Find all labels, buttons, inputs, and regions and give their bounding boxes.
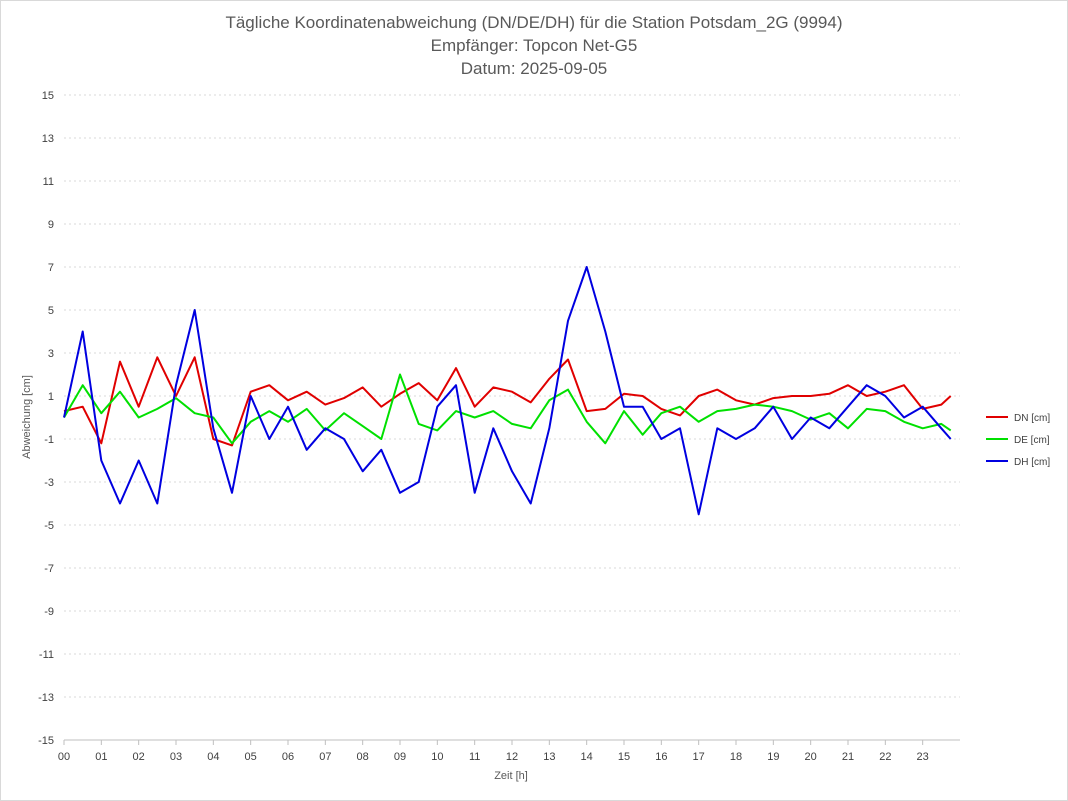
y-tick-label: 7 (48, 262, 54, 274)
x-tick-label: 16 (655, 751, 667, 763)
y-axis-label: Abweichung [cm] (21, 375, 33, 459)
x-tick-label: 01 (95, 751, 107, 763)
y-tick-label: -7 (44, 563, 54, 575)
x-tick-label: 13 (543, 751, 555, 763)
legend-label: DH [cm] (1014, 457, 1050, 468)
chart-title-line-1: Tägliche Koordinatenabweichung (DN/DE/DH… (225, 13, 842, 32)
y-tick-label: -5 (44, 520, 54, 532)
x-tick-label: 06 (282, 751, 294, 763)
x-tick-label: 12 (506, 751, 518, 763)
legend: DN [cm] DE [cm] DH [cm] (986, 413, 1050, 468)
x-tick-label: 02 (133, 751, 145, 763)
series-line-dn (63, 356, 952, 447)
x-tick-label: 23 (917, 751, 929, 763)
x-tick-label: 19 (767, 751, 779, 763)
y-tick-label: -15 (38, 735, 54, 747)
x-tick-label: 20 (805, 751, 817, 763)
x-tick-label: 05 (245, 751, 257, 763)
series-lines (63, 266, 952, 516)
x-tick-label: 07 (319, 751, 331, 763)
x-tick-label: 03 (170, 751, 182, 763)
legend-label: DE [cm] (1014, 435, 1050, 446)
x-tick-label: 08 (357, 751, 369, 763)
x-tick-label: 00 (58, 751, 70, 763)
y-tick-label: -1 (44, 434, 54, 446)
x-tick-label: 11 (469, 751, 480, 763)
chart-title-line-3: Datum: 2025-09-05 (461, 59, 607, 78)
x-tick-label: 21 (842, 751, 854, 763)
x-tick-label: 14 (581, 751, 593, 763)
y-tick-label: -3 (44, 477, 54, 489)
x-axis-label: Zeit [h] (494, 770, 528, 782)
y-tick-label: 5 (48, 305, 54, 317)
legend-label: DN [cm] (1014, 413, 1050, 424)
series-line-de (63, 373, 952, 445)
y-tick-label: 11 (43, 176, 54, 188)
y-axis-ticks: 15 13 11 9 7 5 3 1 -1 -3 -5 -7 -9 -11 -13 -15 (38, 90, 54, 747)
grid (64, 94, 960, 741)
y-tick-label: 13 (42, 133, 54, 145)
y-tick-label: -13 (38, 692, 54, 704)
y-tick-label: 3 (48, 348, 54, 360)
y-tick-label: -11 (39, 649, 54, 661)
x-tick-label: 04 (207, 751, 219, 763)
x-tick-label: 22 (879, 751, 891, 763)
chart-title: Tägliche Koordinatenabweichung (DN/DE/DH… (225, 13, 842, 78)
y-tick-label: -9 (44, 606, 54, 618)
y-tick-label: 1 (48, 391, 54, 403)
chart-title-line-2: Empfänger: Topcon Net-G5 (431, 36, 638, 55)
x-tick-label: 10 (431, 751, 443, 763)
series-line-dh (63, 266, 952, 516)
x-tick-label: 18 (730, 751, 742, 763)
y-tick-label: 15 (42, 90, 54, 102)
x-tick-label: 17 (693, 751, 705, 763)
y-tick-label: 9 (48, 219, 54, 231)
x-axis-ticks: 00 01 02 03 04 05 06 07 08 09 10 11 12 13 14 15 16 17 18 19… (58, 739, 960, 763)
x-tick-label: 15 (618, 751, 630, 763)
x-tick-label: 09 (394, 751, 406, 763)
